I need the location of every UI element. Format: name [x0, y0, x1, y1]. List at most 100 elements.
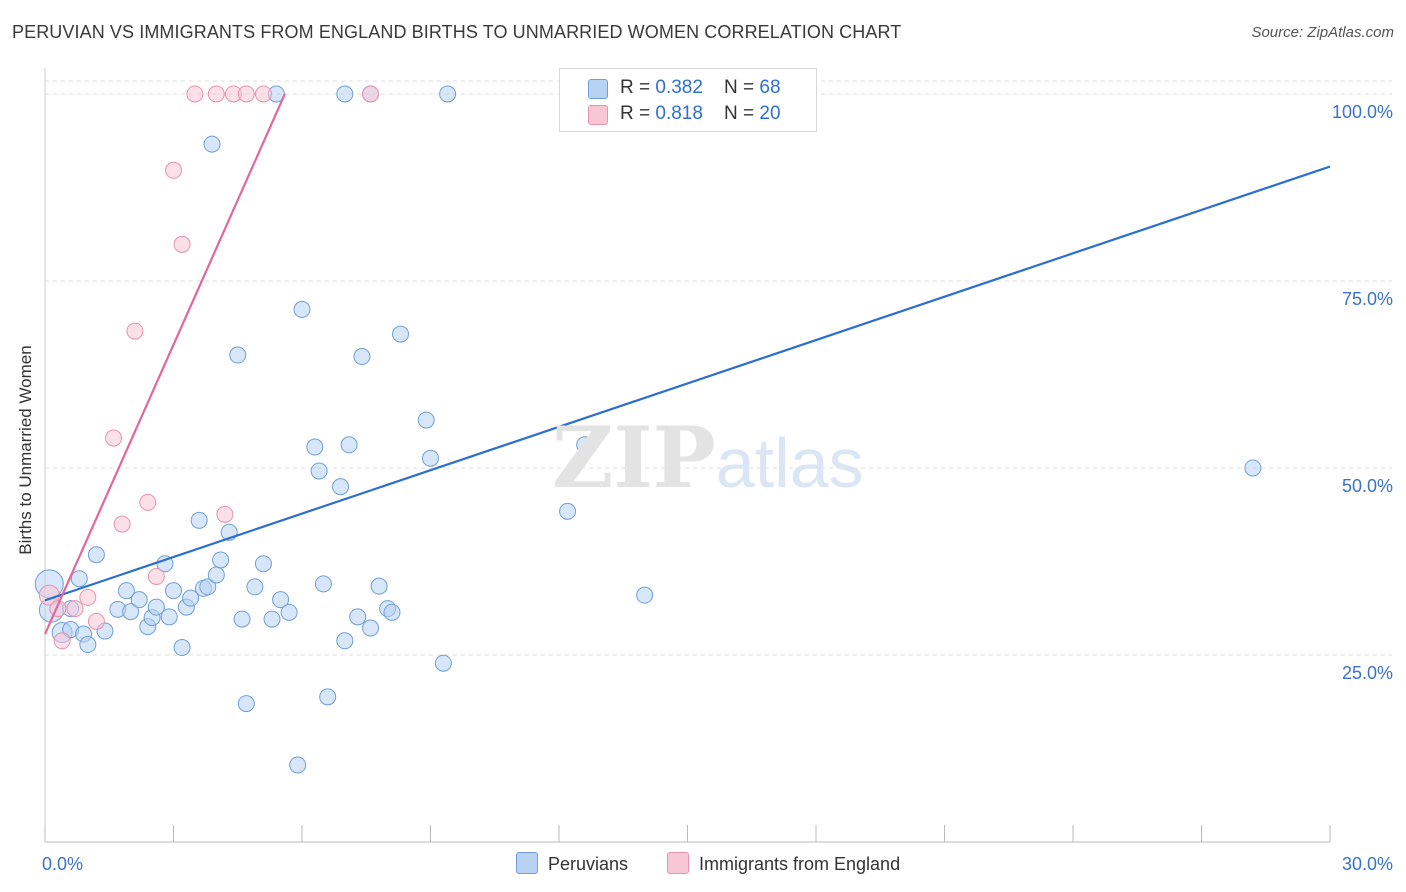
england-point: [254, 85, 272, 103]
peruvians-point: [165, 582, 182, 600]
peruvians-point: [422, 449, 439, 467]
legend-item-peruvians[interactable]: Peruvians: [516, 852, 628, 875]
n-label: N =: [724, 77, 760, 98]
peruvians-point: [439, 85, 457, 103]
peruvians-point: [233, 610, 251, 628]
england-point: [79, 588, 97, 606]
peruvians-point: [559, 502, 577, 520]
peruvians-point: [147, 598, 165, 616]
peruvians-point: [79, 636, 97, 654]
peruvians-point: [87, 546, 105, 564]
watermark-zip: ZIP: [552, 408, 716, 507]
peruvians-point: [237, 695, 255, 713]
peruvians-points: [34, 85, 1262, 774]
peruvians-point: [336, 85, 354, 103]
y-tick-label: 75.0%: [1342, 289, 1393, 309]
peruvians-point: [229, 346, 247, 364]
chart-title: PERUVIAN VS IMMIGRANTS FROM ENGLAND BIRT…: [12, 22, 902, 42]
r-value: 0.382: [655, 77, 703, 98]
peruvians-point: [336, 632, 354, 650]
peruvians-point: [392, 325, 410, 343]
watermark: ZIPatlas: [552, 408, 864, 507]
england-point: [53, 632, 71, 650]
peruvians-point: [280, 603, 298, 621]
peruvians-point: [263, 610, 281, 628]
peruvians-point: [207, 566, 225, 584]
trend-lines: [43, 93, 1331, 635]
peruvians-point: [254, 555, 272, 573]
n-value: 20: [759, 103, 781, 124]
peruvians-point: [130, 591, 148, 609]
peruvians-point: [310, 462, 328, 480]
r-label: R =: [620, 103, 656, 124]
r-value: 0.818: [655, 103, 703, 124]
peruvians-point: [353, 348, 371, 366]
england-point: [186, 85, 204, 103]
england-point: [165, 161, 182, 179]
england-points: [38, 85, 380, 650]
england-trend-line: [43, 93, 286, 635]
peruvians-point: [349, 608, 367, 626]
legend-swatch-england: [667, 852, 689, 874]
stats-text: R = 0.818 N = 20: [620, 103, 781, 125]
england-point: [66, 600, 84, 618]
y-axis-label-wrap: Births to Unmarried Women: [14, 300, 38, 600]
peruvians-point: [340, 436, 358, 454]
y-tick-label: 25.0%: [1342, 663, 1393, 683]
y-axis-label: Births to Unmarried Women: [16, 345, 35, 555]
peruvians-point: [1244, 459, 1262, 477]
stats-text: R = 0.382 N = 68: [620, 77, 781, 99]
england-point: [113, 515, 131, 533]
peruvians-point: [319, 688, 337, 706]
y-tick-labels: 25.0% 50.0% 75.0% 100.0%: [1332, 102, 1393, 683]
series-legend: Peruvians Immigrants from England: [0, 852, 1406, 876]
x-tick-label: 30.0%: [1342, 854, 1393, 874]
peruvians-point: [173, 639, 191, 657]
peruvians-point: [362, 619, 380, 637]
peruvians-point: [190, 511, 208, 529]
england-point: [139, 493, 157, 511]
peruvians-point: [122, 603, 140, 621]
peruvians-point: [182, 589, 200, 607]
peruvians-point: [199, 578, 217, 596]
peruvians-point: [306, 438, 324, 456]
legend-swatch-england: [588, 105, 608, 125]
gridlines: [45, 80, 1392, 656]
england-point: [207, 85, 225, 103]
england-point: [362, 85, 380, 103]
axes: [44, 68, 1331, 843]
peruvians-trend-line: [44, 165, 1331, 602]
england-point: [173, 235, 191, 253]
peruvians-point: [70, 570, 88, 588]
legend-label-peruvians: Peruvians: [548, 854, 629, 874]
n-value: 68: [759, 77, 781, 98]
y-tick-label: 50.0%: [1342, 476, 1393, 496]
peruvians-point: [293, 300, 311, 318]
peruvians-point: [289, 756, 307, 774]
peruvians-point: [160, 608, 178, 626]
x-tick-labels: 0.0% 30.0%: [42, 854, 1393, 874]
england-point: [105, 429, 123, 447]
watermark-atlas: atlas: [715, 424, 864, 502]
peruvians-point: [314, 575, 332, 593]
england-point: [216, 505, 234, 523]
r-label: R =: [620, 77, 656, 98]
legend-item-england[interactable]: Immigrants from England: [667, 852, 900, 875]
peruvians-point: [272, 591, 290, 609]
peruvians-point: [636, 586, 654, 604]
peruvians-point: [203, 135, 221, 153]
peruvians-point: [332, 478, 350, 496]
stats-legend: R = 0.382 N = 68 R = 0.818 N = 20: [559, 68, 817, 132]
peruvians-point: [434, 654, 452, 672]
legend-swatch-peruvians: [588, 79, 608, 99]
legend-swatch-peruvians: [516, 852, 538, 874]
england-point: [147, 567, 165, 585]
peruvians-point: [576, 436, 594, 454]
peruvians-point: [212, 551, 230, 569]
england-point: [126, 322, 144, 340]
source-credit: Source: ZipAtlas.com: [1251, 24, 1394, 41]
x-tick-label: 0.0%: [42, 854, 83, 874]
legend-label-england: Immigrants from England: [699, 854, 901, 874]
peruvians-point: [246, 578, 264, 596]
